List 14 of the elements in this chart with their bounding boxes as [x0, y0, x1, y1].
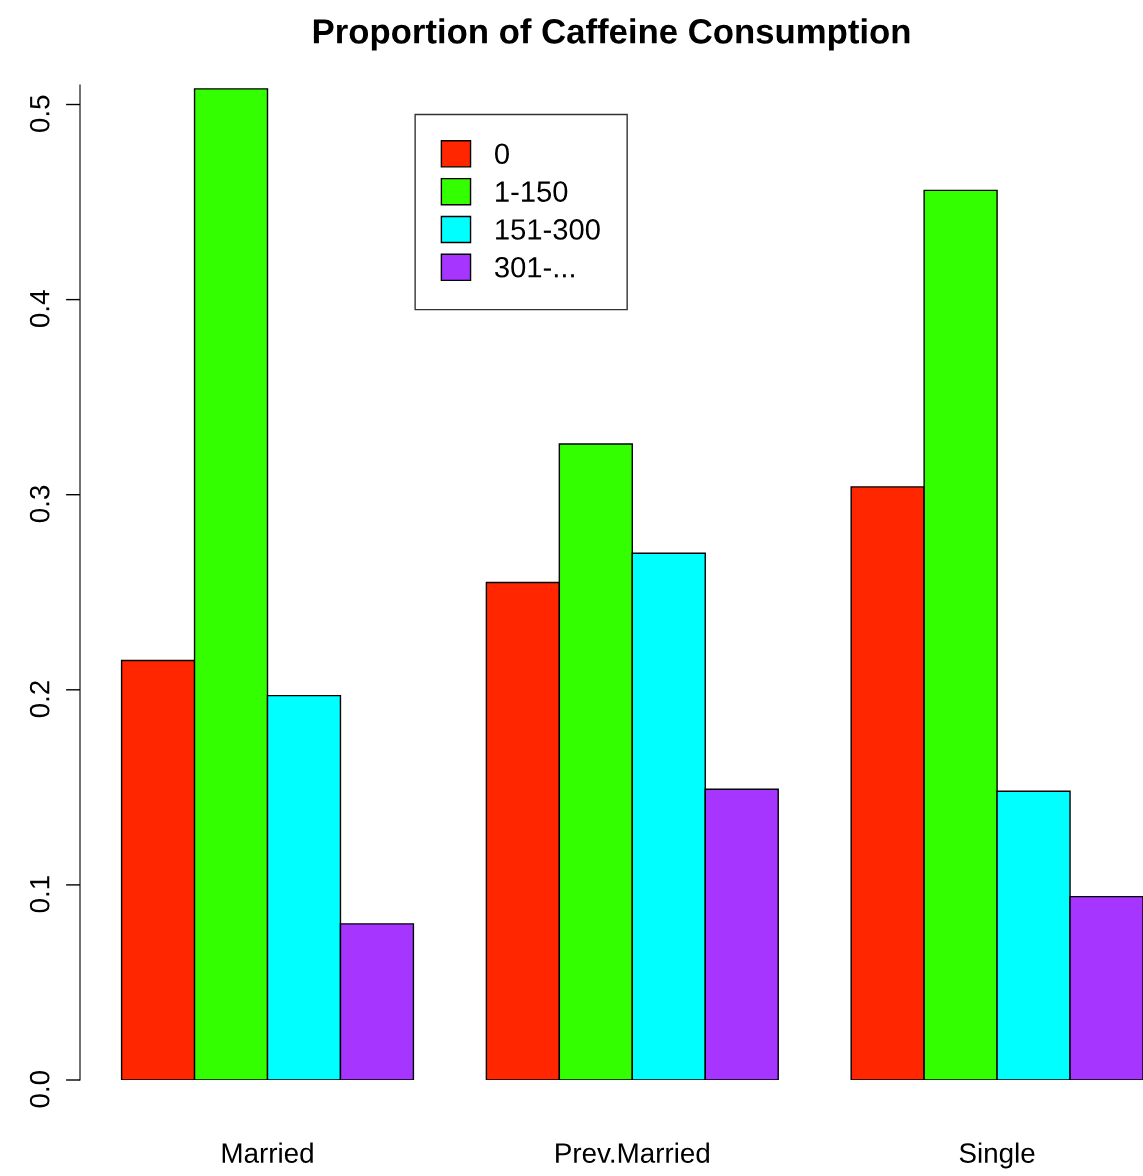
x-tick-label: Single	[959, 1142, 1035, 1169]
x-tick-label: Married	[222, 1142, 313, 1163]
legend-label: 0	[495, 143, 509, 165]
y-tick-label: 0.4	[29, 290, 50, 328]
y-tick-label: 0.3	[29, 485, 50, 523]
x-tick-label: Prev.Married	[556, 1142, 709, 1163]
legend-label: 301-...	[494, 256, 574, 278]
y-tick-label: 0.2	[29, 681, 50, 718]
legend-label: 1-150	[496, 181, 568, 202]
legend-label: 151-300	[496, 219, 600, 240]
y-tick-label: 0.5	[29, 95, 50, 132]
y-tick-label: 0.1	[29, 876, 50, 913]
chart-title: Proportion of Caffeine Consumption	[313, 18, 910, 51]
y-tick-label: 0.0	[29, 1071, 50, 1108]
